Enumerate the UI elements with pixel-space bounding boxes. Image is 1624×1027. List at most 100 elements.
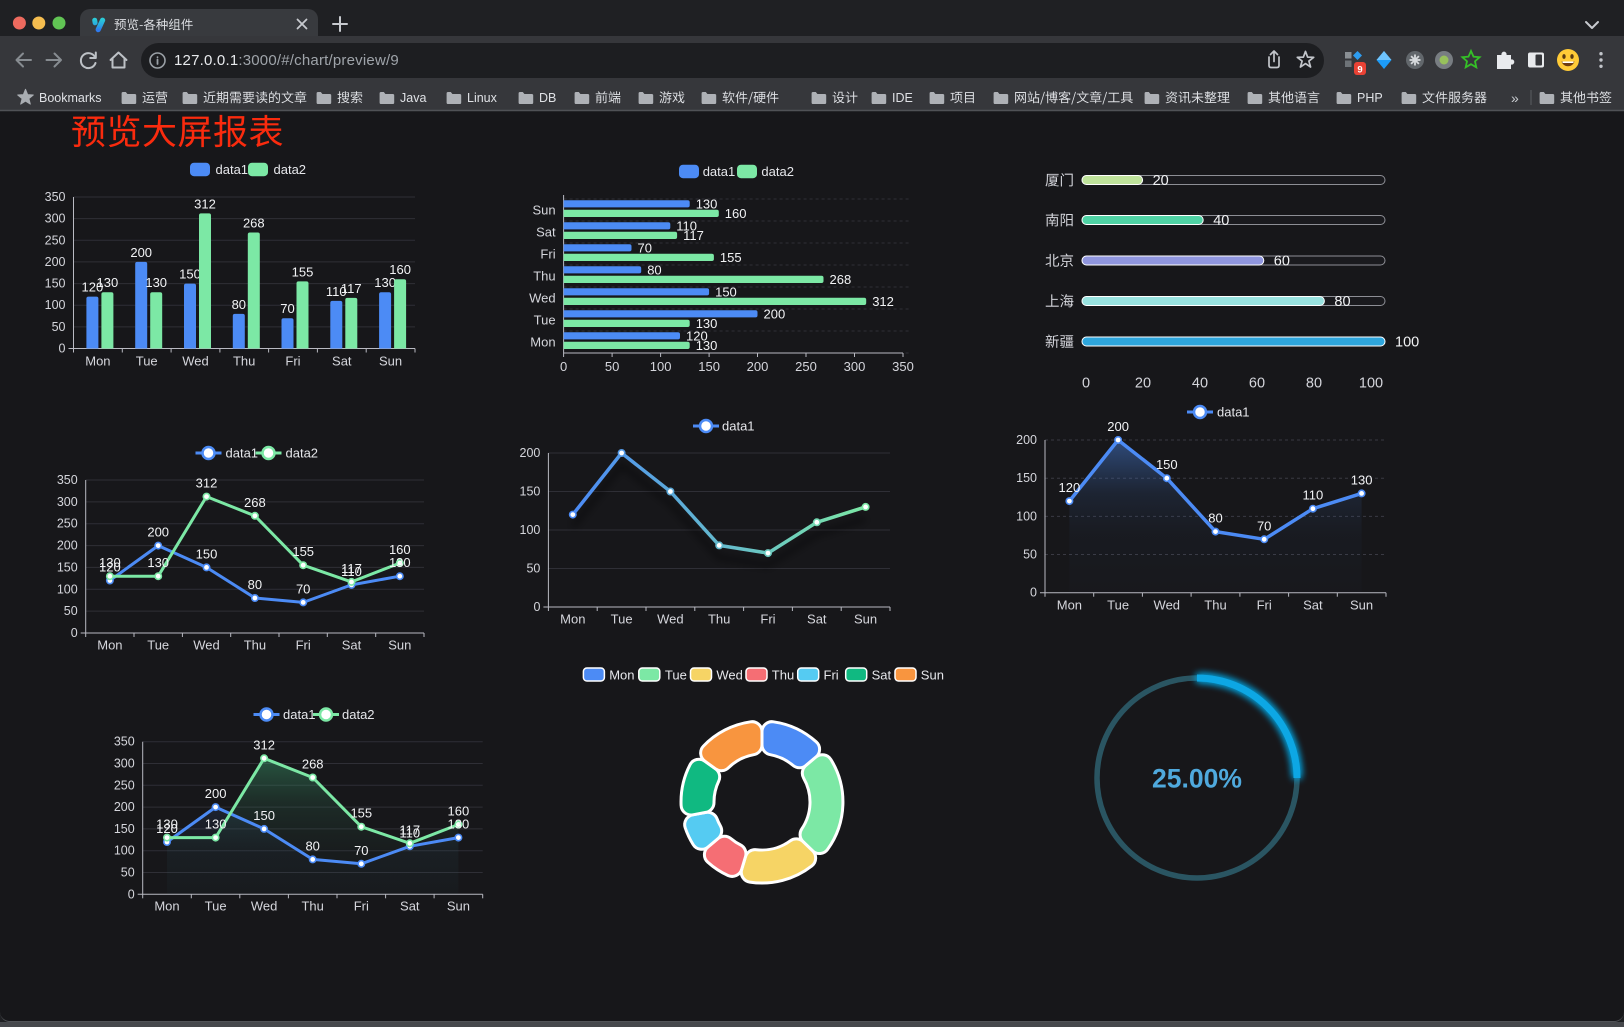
svg-text:Fri: Fri [1257, 598, 1272, 613]
svg-text:Mon: Mon [560, 612, 585, 627]
svg-text:data1: data1 [1217, 405, 1250, 420]
svg-text:20: 20 [1135, 376, 1151, 392]
svg-text:data2: data2 [342, 707, 375, 722]
svg-text:130: 130 [448, 817, 470, 832]
svg-text:155: 155 [292, 544, 314, 559]
svg-text:Sun: Sun [532, 203, 555, 218]
svg-text:Thu: Thu [233, 354, 255, 369]
svg-text:268: 268 [243, 216, 265, 231]
svg-text:160: 160 [389, 262, 411, 277]
svg-text:200: 200 [205, 786, 227, 801]
svg-text:155: 155 [720, 250, 742, 265]
svg-text:268: 268 [302, 757, 324, 772]
svg-text:70: 70 [354, 843, 368, 858]
svg-text:100: 100 [1359, 376, 1383, 392]
svg-text:200: 200 [114, 800, 135, 814]
svg-text:Java: Java [400, 91, 426, 105]
svg-text:Tue: Tue [1107, 598, 1129, 613]
svg-text:70: 70 [1257, 518, 1271, 533]
svg-text:70: 70 [638, 240, 652, 255]
svg-text:80: 80 [1334, 294, 1350, 310]
svg-text:0: 0 [128, 887, 135, 901]
svg-text:150: 150 [196, 546, 218, 561]
svg-text:Sat: Sat [1303, 598, 1323, 613]
svg-text:150: 150 [179, 267, 201, 282]
svg-text:117: 117 [399, 822, 420, 837]
svg-text:Bookmarks: Bookmarks [39, 91, 102, 105]
svg-text:70: 70 [296, 581, 310, 596]
svg-text:Tue: Tue [136, 354, 158, 369]
svg-text:Mon: Mon [609, 668, 634, 683]
svg-text:Thu: Thu [533, 269, 555, 284]
svg-text:Sun: Sun [1350, 598, 1373, 613]
svg-text:100: 100 [57, 582, 78, 596]
svg-text:150: 150 [715, 284, 737, 299]
svg-text:100: 100 [1395, 335, 1419, 351]
svg-text:100: 100 [650, 359, 672, 374]
svg-text:Wed: Wed [193, 638, 220, 653]
svg-text:Sat: Sat [332, 354, 352, 369]
svg-text:130: 130 [145, 275, 167, 290]
svg-text:100: 100 [520, 523, 541, 537]
svg-text:300: 300 [844, 359, 866, 374]
svg-text:200: 200 [747, 359, 769, 374]
svg-text:200: 200 [764, 306, 786, 321]
svg-text:Mon: Mon [1057, 598, 1082, 613]
svg-text:Wed: Wed [529, 291, 556, 306]
svg-text:Fri: Fri [760, 612, 775, 627]
svg-text:130: 130 [156, 817, 178, 832]
svg-text:110: 110 [326, 284, 347, 299]
svg-text:data1: data1 [216, 162, 249, 177]
svg-text:IDE: IDE [892, 91, 913, 105]
svg-text:100: 100 [114, 844, 135, 858]
svg-text:Wed: Wed [1154, 598, 1181, 613]
svg-text:0: 0 [71, 626, 78, 640]
svg-text:150: 150 [253, 808, 275, 823]
svg-text:Thu: Thu [1204, 598, 1226, 613]
svg-text:312: 312 [253, 737, 275, 752]
svg-text:data2: data2 [761, 164, 794, 179]
svg-text:250: 250 [795, 359, 817, 374]
svg-text:Sat: Sat [807, 612, 827, 627]
svg-text:130: 130 [205, 817, 227, 832]
svg-text:250: 250 [114, 778, 135, 792]
svg-text:Sun: Sun [447, 899, 470, 914]
svg-text:DB: DB [539, 91, 556, 105]
svg-text:117: 117 [341, 281, 362, 296]
svg-text:Thu: Thu [708, 612, 730, 627]
svg-text:Fri: Fri [540, 247, 555, 262]
svg-text:150: 150 [114, 822, 135, 836]
svg-text:70: 70 [280, 301, 294, 316]
svg-text:Tue: Tue [534, 313, 556, 328]
svg-text:50: 50 [64, 604, 78, 618]
svg-text:100: 100 [45, 298, 66, 312]
svg-text:130: 130 [374, 275, 396, 290]
svg-text:0: 0 [1030, 586, 1037, 600]
svg-text:300: 300 [57, 495, 78, 509]
svg-text:150: 150 [57, 560, 78, 574]
svg-text:250: 250 [57, 517, 78, 531]
svg-text:40: 40 [1192, 376, 1208, 392]
svg-text:20: 20 [1153, 173, 1169, 189]
svg-text:Sun: Sun [921, 668, 944, 683]
svg-text:Thu: Thu [772, 668, 794, 683]
svg-text:150: 150 [45, 277, 66, 291]
svg-text:Sat: Sat [872, 668, 892, 683]
svg-text:300: 300 [45, 212, 66, 226]
svg-text:120: 120 [99, 560, 121, 575]
svg-text:Tue: Tue [147, 638, 169, 653]
svg-text:130: 130 [97, 275, 119, 290]
svg-text:120: 120 [1059, 480, 1081, 495]
svg-text:130: 130 [99, 555, 121, 570]
svg-text:150: 150 [698, 359, 720, 374]
svg-text:60: 60 [1274, 254, 1290, 270]
svg-text:130: 130 [389, 555, 411, 570]
svg-text:350: 350 [45, 190, 66, 204]
svg-text:Sun: Sun [379, 354, 402, 369]
svg-text:9: 9 [1357, 65, 1362, 76]
svg-text:80: 80 [1306, 376, 1322, 392]
svg-text:Wed: Wed [657, 612, 684, 627]
svg-text:0: 0 [59, 342, 66, 356]
svg-text:Mon: Mon [97, 638, 122, 653]
svg-text:200: 200 [130, 245, 152, 260]
